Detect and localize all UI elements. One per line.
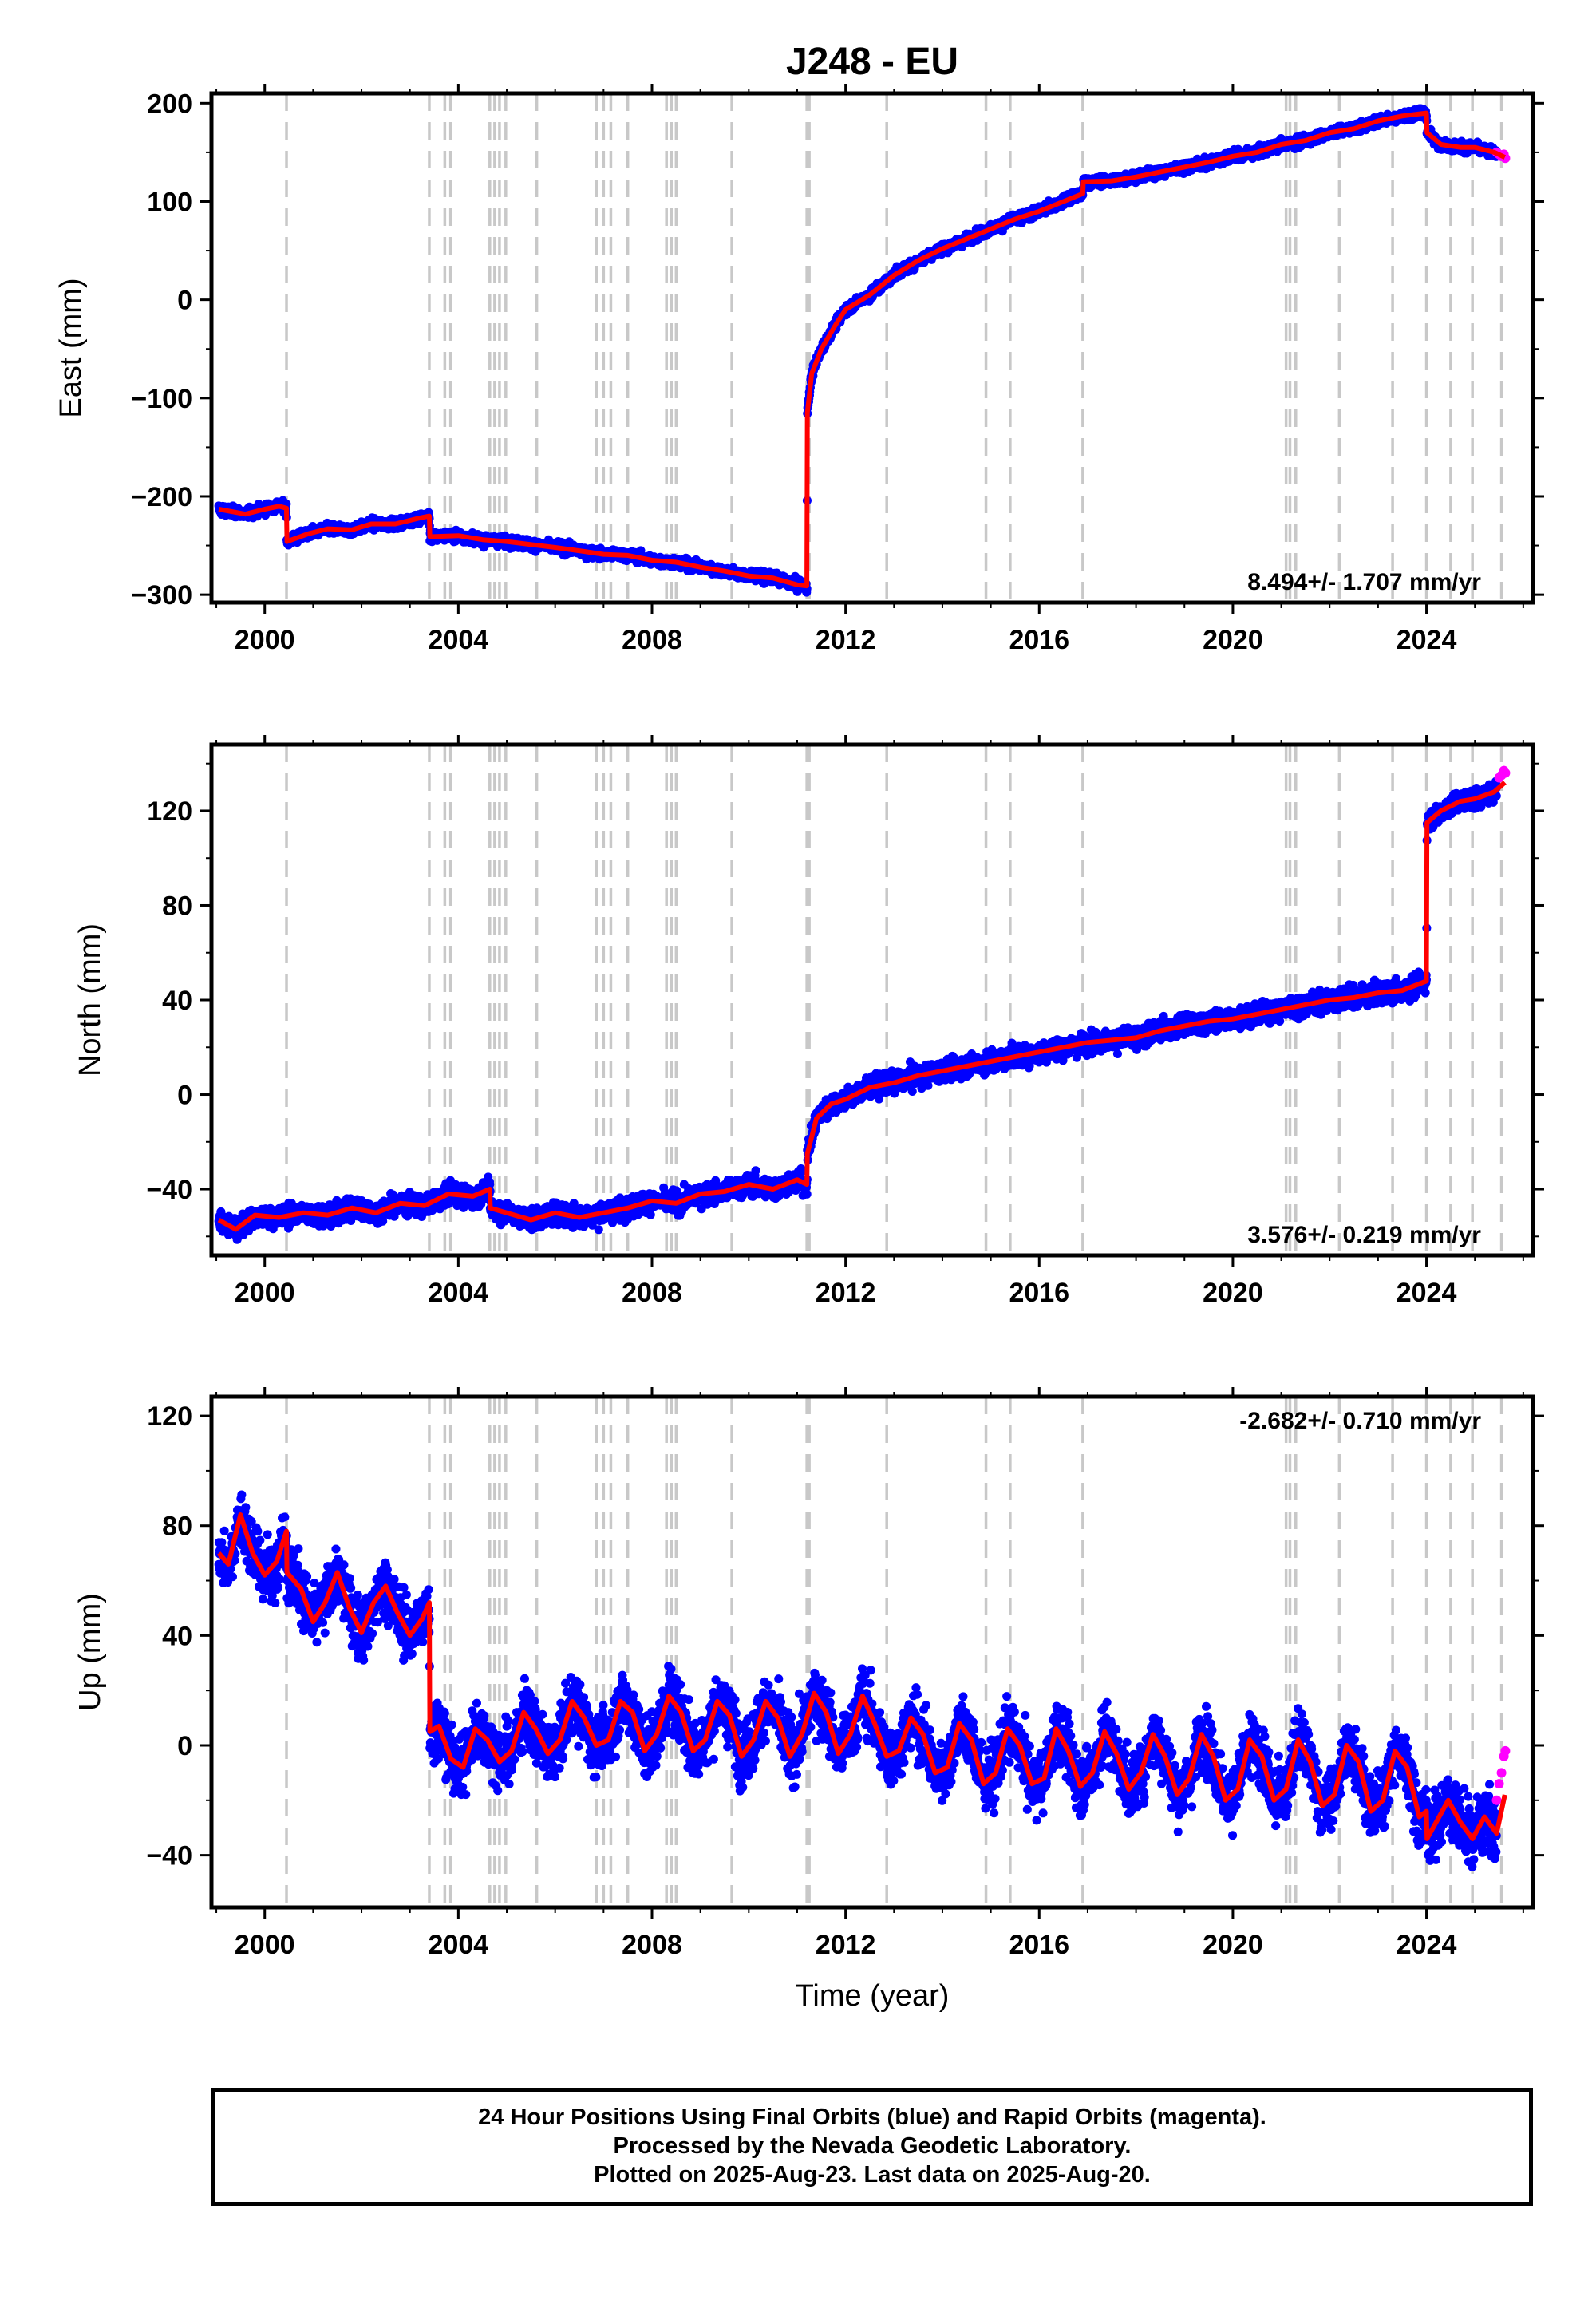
y-tick-label: 0: [177, 1081, 192, 1111]
x-tick-label: 2008: [622, 1930, 682, 1960]
rapid-orbit-point: [1491, 1795, 1502, 1805]
plot-area: [214, 1397, 1511, 1907]
x-tick-label: 2000: [235, 1278, 295, 1308]
x-tick-label: 2016: [1009, 1278, 1069, 1308]
footer-line-1: 24 Hour Positions Using Final Orbits (bl…: [478, 2105, 1266, 2130]
final-orbit-points: [214, 1490, 1502, 1871]
y-axis-label: Up (mm): [73, 1593, 107, 1711]
y-tick-label: 80: [162, 891, 192, 921]
x-tick-label: 2004: [429, 625, 489, 655]
rapid-orbit-point: [1500, 768, 1511, 778]
y-tick-label: 40: [162, 1621, 192, 1651]
x-tick-label: 2008: [622, 625, 682, 655]
model-fit-line: [216, 1512, 1507, 1841]
y-tick-label: 200: [147, 89, 192, 119]
rapid-orbit-point: [1500, 1745, 1511, 1756]
x-tick-label: 2000: [235, 1930, 295, 1960]
x-axis-label: Time (year): [796, 1979, 950, 2013]
y-tick-label: 0: [177, 286, 192, 316]
x-tick-label: 2016: [1009, 1930, 1069, 1960]
x-tick-label: 2024: [1396, 1278, 1457, 1308]
y-tick-label: −100: [131, 384, 192, 414]
y-axis-label: North (mm): [73, 923, 107, 1077]
footer-line-2: Processed by the Nevada Geodetic Laborat…: [613, 2133, 1132, 2159]
plot-frame: [209, 1394, 1535, 1910]
velocity-rate-label: 3.576+/- 0.219 mm/yr: [1247, 1222, 1481, 1248]
plot-area: [214, 93, 1511, 603]
x-tick-label: 2012: [816, 1278, 876, 1308]
rapid-orbit-point: [1494, 1779, 1504, 1789]
y-tick-label: −40: [146, 1175, 192, 1205]
y-tick-label: 80: [162, 1512, 192, 1542]
x-tick-label: 2012: [816, 1930, 876, 1960]
velocity-rate-label: 8.494+/- 1.707 mm/yr: [1247, 569, 1481, 595]
y-tick-label: 0: [177, 1731, 192, 1761]
up-panel: 2000 2004 2008 2012 2016 2020 2024 −40 0 40 80 120 U…: [73, 1387, 1544, 1960]
x-tick-label: 2024: [1396, 625, 1457, 655]
x-tick-label: 2012: [816, 625, 876, 655]
plot-frame: [209, 91, 1535, 605]
east-panel: 2000 2004 2008 2012 2016 2020 2024−300−200−100…: [54, 84, 1544, 655]
y-tick-label: 40: [162, 986, 192, 1016]
x-tick-label: 2020: [1203, 1278, 1263, 1308]
x-tick-label: 2016: [1009, 625, 1069, 655]
model-fit-line: [217, 781, 1507, 1232]
x-tick-label: 2008: [622, 1278, 682, 1308]
y-tick-label: 100: [147, 187, 192, 217]
rapid-orbit-point: [1496, 1768, 1507, 1778]
figure-title: J248 - EU: [786, 41, 958, 83]
y-tick-label: −300: [131, 580, 192, 611]
model-fit-line: [218, 110, 1507, 589]
x-tick-label: 2000: [235, 625, 295, 655]
x-tick-label: 2004: [429, 1278, 489, 1308]
y-axis-label: East (mm): [54, 278, 88, 417]
x-tick-label: 2020: [1203, 1930, 1263, 1960]
y-tick-label: 120: [147, 796, 192, 827]
y-tick-label: 120: [147, 1401, 192, 1432]
x-tick-label: 2020: [1203, 625, 1263, 655]
y-tick-label: −40: [146, 1841, 192, 1871]
x-tick-label: 2004: [429, 1930, 489, 1960]
velocity-rate-label: -2.682+/- 0.710 mm/yr: [1239, 1408, 1481, 1434]
y-tick-label: −200: [131, 482, 192, 512]
footer-info-box: 24 Hour Positions Using Final Orbits (bl…: [211, 2088, 1533, 2206]
footer-line-3: Plotted on 2025-Aug-23. Last data on 202…: [594, 2162, 1151, 2188]
final-orbit-points: [214, 777, 1502, 1244]
plot-area: [214, 745, 1511, 1255]
north-panel: 2000 2004 2008 2012 2016 2020 2024 −40 0 40 80 120 N…: [73, 735, 1544, 1308]
x-tick-label: 2024: [1396, 1930, 1457, 1960]
